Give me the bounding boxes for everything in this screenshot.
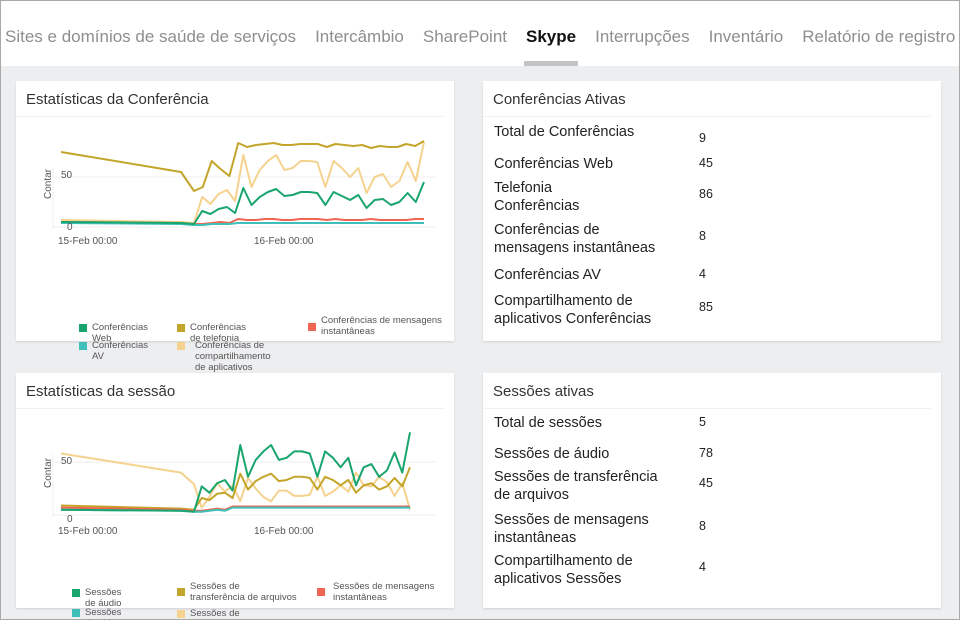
stat-label: Compartilhamento de aplicativos Conferên… xyxy=(494,293,652,327)
stat-row: Conferências AV 4 xyxy=(494,266,706,284)
conference-line-chart[interactable] xyxy=(16,81,454,341)
conference-stats-card: Estatísticas da Conferência Contar 50 0 … xyxy=(16,81,454,373)
series-line xyxy=(60,140,425,192)
legend-video-sessions[interactable]: Sessões de vídeo xyxy=(72,607,121,620)
legend-swatch xyxy=(308,323,316,331)
x-tick-16feb: 16-Feb 00:00 xyxy=(254,526,314,537)
legend-swatch xyxy=(72,589,80,597)
stat-label: Sessões de áudio xyxy=(494,446,610,462)
y-tick-50: 50 xyxy=(61,456,73,467)
stat-row: Compartilhamento de aplicativos Conferên… xyxy=(494,292,713,328)
stat-row: Conferências Web 45 xyxy=(494,155,713,173)
legend-audio-sessions[interactable]: Sessões de áudio xyxy=(72,587,121,609)
y-axis-label: Contar xyxy=(43,168,54,199)
stat-row: Total de Conferências 9 xyxy=(494,123,706,145)
series-line xyxy=(60,466,411,511)
active-sessions-card: Sessões ativas Total de sessões 5 Sessões … xyxy=(483,373,941,608)
stat-value: 85 xyxy=(699,300,713,314)
legend-im-sessions[interactable]: Sessões de mensagens instantâneas xyxy=(317,581,447,603)
legend-swatch xyxy=(177,342,185,350)
legend-swatch xyxy=(177,588,185,596)
x-tick-15feb: 15-Feb 00:00 xyxy=(58,526,118,537)
tab-invent-rio[interactable]: Inventário xyxy=(708,27,784,46)
legend-im-conferences[interactable]: Conferências de mensagens instantâneas xyxy=(308,315,443,337)
stat-value: 78 xyxy=(699,446,713,460)
card-title: Conferências Ativas xyxy=(483,81,931,117)
stat-value: 4 xyxy=(699,267,706,281)
legend-filetransfer-sessions[interactable]: Sessões de transferência de arquivos xyxy=(177,581,297,603)
y-tick-0: 0 xyxy=(67,222,73,233)
legend-swatch xyxy=(177,610,185,618)
stat-label: Total de Conferências xyxy=(494,124,635,140)
stat-row: Telefonia Conferências 86 xyxy=(494,179,713,215)
legend-swatch xyxy=(72,609,80,617)
legend-appsharing-conferences[interactable]: Conferências de compartilhamento de apli… xyxy=(177,340,271,373)
active-conferences-card: Conferências Ativas Total de Conferência… xyxy=(483,81,941,341)
stat-label: Sessões de transferência de arquivos xyxy=(494,469,658,503)
tab-sharepoint[interactable]: SharePoint xyxy=(422,27,508,46)
y-axis-label: Contar xyxy=(43,457,54,488)
stat-value: 45 xyxy=(699,476,713,490)
series-line xyxy=(60,218,424,225)
stat-value: 4 xyxy=(699,560,706,574)
stat-value: 5 xyxy=(699,415,706,429)
stat-row: Total de sessões 5 xyxy=(494,414,706,432)
series-line xyxy=(60,432,411,513)
stat-label: Sessões de mensagens instantâneas xyxy=(494,512,649,546)
tab-skype[interactable]: Skype xyxy=(524,1,579,66)
tab-interc-mbio[interactable]: Intercâmbio xyxy=(315,27,404,46)
tab-bar: Sites e domínios de saúde de serviços Int… xyxy=(1,1,959,66)
legend-av-conferences[interactable]: Conferências AV xyxy=(79,340,148,362)
stat-row: Sessões de mensagens instantâneas 8 xyxy=(494,511,706,547)
stat-row: Sessões de transferência de arquivos 45 xyxy=(494,468,713,504)
tab-sites-e-dom-nios-de-sa-de-de-servi-os[interactable]: Sites e domínios de saúde de serviços xyxy=(5,27,297,46)
card-title: Estatísticas da Conferência xyxy=(16,81,444,117)
series-line xyxy=(60,181,425,225)
stat-value: 8 xyxy=(699,229,706,243)
session-stats-card: Estatísticas da sessão Contar 50 0 15-Fe… xyxy=(16,373,454,620)
stat-row: Sessões de áudio 78 xyxy=(494,445,713,463)
card-title: Sessões ativas xyxy=(483,373,931,409)
stat-label: Telefonia Conferências xyxy=(494,180,580,214)
stat-row: Conferências de mensagens instantâneas 8 xyxy=(494,221,706,257)
legend-swatch xyxy=(79,342,87,350)
series-line xyxy=(60,141,425,224)
series-line xyxy=(60,222,424,226)
legend-appsharing-sessions[interactable]: Sessões de compartilhamento de aplicativ… xyxy=(177,608,266,620)
stat-value: 86 xyxy=(699,187,713,201)
x-tick-16feb: 16-Feb 00:00 xyxy=(254,236,314,247)
stat-label: Total de sessões xyxy=(494,415,603,431)
session-line-chart[interactable] xyxy=(16,373,454,608)
series-line xyxy=(60,506,410,513)
stat-label: Conferências Web xyxy=(494,156,614,172)
x-tick-15feb: 15-Feb 00:00 xyxy=(58,236,118,247)
tab-relat-rio-de-registro[interactable]: Relatório de registro xyxy=(802,27,956,46)
y-tick-0: 0 xyxy=(67,514,73,525)
legend-swatch xyxy=(79,324,87,332)
stat-value: 45 xyxy=(699,156,713,170)
stat-label: Conferências AV xyxy=(494,267,601,283)
legend-web-conferences[interactable]: Conferências Web xyxy=(79,322,148,344)
series-line xyxy=(60,505,410,512)
card-title: Estatísticas da sessão xyxy=(16,373,444,409)
legend-telephony-conferences[interactable]: Conferências de telefonia xyxy=(177,322,246,344)
tab-interrup-es[interactable]: Interrupções xyxy=(595,27,690,46)
stat-label: Conferências de mensagens instantâneas xyxy=(494,222,656,256)
stat-value: 9 xyxy=(699,131,706,145)
stat-value: 8 xyxy=(699,519,706,533)
legend-swatch xyxy=(177,324,185,332)
stat-row: Compartilhamento de aplicativos Sessões 4 xyxy=(494,552,706,588)
y-tick-50: 50 xyxy=(61,170,73,181)
stat-label: Compartilhamento de aplicativos Sessões xyxy=(494,553,633,587)
legend-swatch xyxy=(317,588,325,596)
